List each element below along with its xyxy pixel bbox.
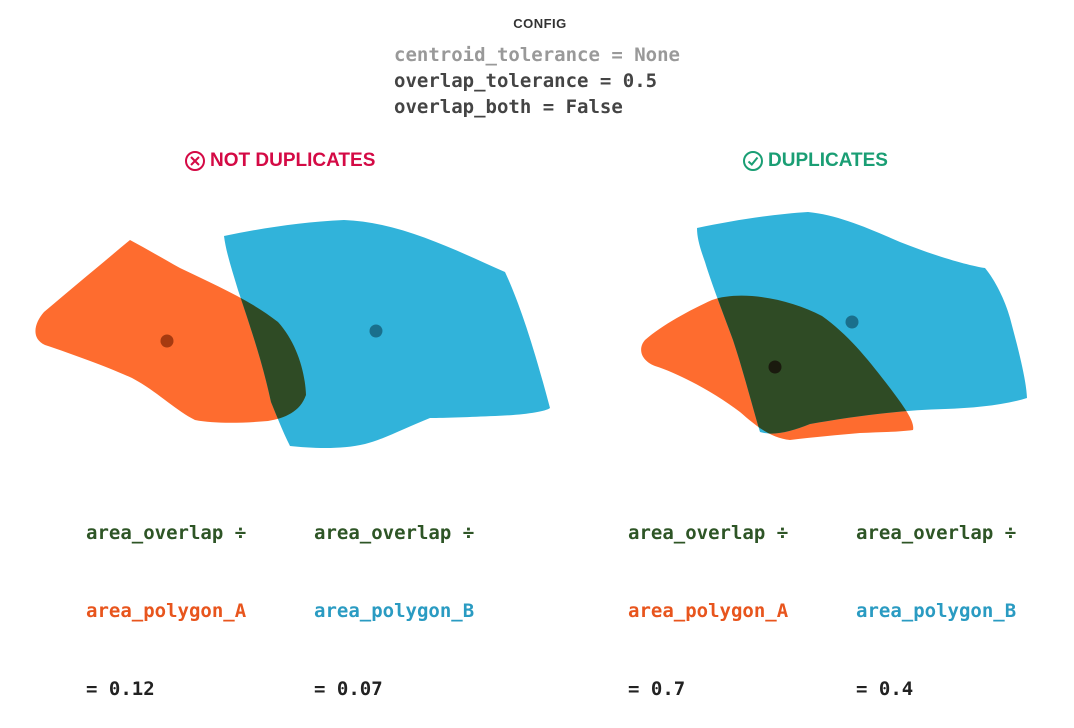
metric-numerator: area_overlap ÷ xyxy=(856,522,1017,544)
metric-overlap-over-b: area_overlap ÷ area_polygon_B = 0.07 xyxy=(314,468,474,728)
metric-overlap-over-a: area_overlap ÷ area_polygon_A = 0.12 xyxy=(86,468,246,728)
metric-result: = 0.07 xyxy=(314,678,383,700)
metric-overlap-over-a: area_overlap ÷ area_polygon_A = 0.7 xyxy=(628,468,788,728)
metric-denominator: area_polygon_B xyxy=(314,600,475,622)
metric-numerator: area_overlap ÷ xyxy=(86,522,247,544)
verdict-label: DUPLICATES xyxy=(768,150,888,171)
verdict-not-duplicates: NOT DUPLICATES xyxy=(184,150,375,172)
config-block: centroid_tolerance = None overlap_tolera… xyxy=(394,42,680,120)
x-circle-icon xyxy=(185,151,205,171)
metric-numerator: area_overlap ÷ xyxy=(628,522,789,544)
metric-denominator: area_polygon_A xyxy=(86,600,247,622)
centroid-b xyxy=(369,324,383,338)
verdict-duplicates: DUPLICATES xyxy=(742,150,888,172)
metric-result: = 0.7 xyxy=(628,678,686,700)
metric-overlap-over-b: area_overlap ÷ area_polygon_B = 0.4 xyxy=(856,468,1016,728)
metric-result: = 0.12 xyxy=(86,678,155,700)
centroid-a xyxy=(160,334,174,348)
metric-denominator: area_polygon_A xyxy=(628,600,789,622)
metric-result: = 0.4 xyxy=(856,678,914,700)
metric-numerator: area_overlap ÷ xyxy=(314,522,475,544)
verdict-label: NOT DUPLICATES xyxy=(210,150,376,171)
centroid-b xyxy=(845,315,859,329)
config-line-centroid-tolerance: centroid_tolerance = None xyxy=(394,44,680,66)
polygon-scene xyxy=(35,212,1027,448)
check-circle-icon xyxy=(743,151,763,171)
metric-denominator: area_polygon_B xyxy=(856,600,1017,622)
config-line-overlap-both: overlap_both = False xyxy=(394,96,623,118)
config-title: CONFIG xyxy=(513,16,567,31)
config-line-overlap-tolerance: overlap_tolerance = 0.5 xyxy=(394,70,658,92)
centroid-a xyxy=(768,360,782,374)
